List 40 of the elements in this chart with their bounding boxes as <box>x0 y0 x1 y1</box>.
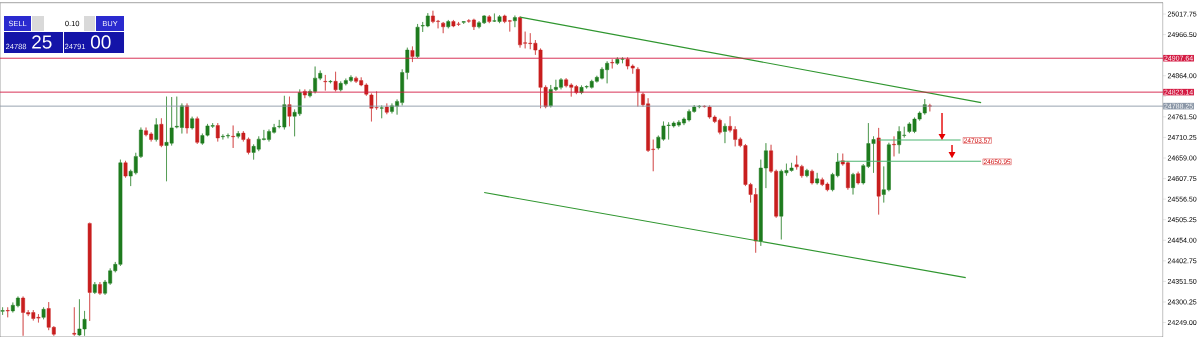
annotation: 00 <box>90 35 111 49</box>
candlestick <box>87 222 92 322</box>
candlestick <box>185 103 189 134</box>
annotation: 25 <box>32 35 52 49</box>
candlestick <box>195 116 200 145</box>
candlestick <box>815 172 820 185</box>
candlestick <box>41 307 46 320</box>
candlestick <box>610 59 615 69</box>
candlestick <box>72 307 77 337</box>
candlestick <box>810 169 814 185</box>
candlestick <box>328 79 333 84</box>
candlestick <box>231 125 236 149</box>
candlestick <box>98 281 102 296</box>
candlestick <box>723 123 727 144</box>
candlestick <box>236 130 241 139</box>
candlestick <box>159 118 164 148</box>
candlestick <box>215 122 220 142</box>
candlestick <box>384 103 389 115</box>
candlestick <box>876 127 881 215</box>
candlestick <box>635 67 640 107</box>
candlestick <box>461 20 466 25</box>
candlestick <box>0 307 5 316</box>
candlestick <box>5 307 10 318</box>
candlestick <box>856 171 861 185</box>
candlestick <box>487 14 492 24</box>
candlestick <box>851 172 855 195</box>
candlestick <box>415 23 420 59</box>
candlestick <box>123 160 128 178</box>
candlestick <box>333 71 338 92</box>
candlestick <box>92 281 97 295</box>
candlestick <box>446 19 451 29</box>
candlestick <box>410 46 415 63</box>
candlestick <box>513 15 517 28</box>
candlestick <box>154 118 159 142</box>
candlestick <box>805 168 809 178</box>
candlestick <box>379 105 384 119</box>
candlestick <box>441 21 446 34</box>
candlestick <box>323 74 328 91</box>
candlestick <box>892 136 896 157</box>
candlestick <box>190 116 195 130</box>
